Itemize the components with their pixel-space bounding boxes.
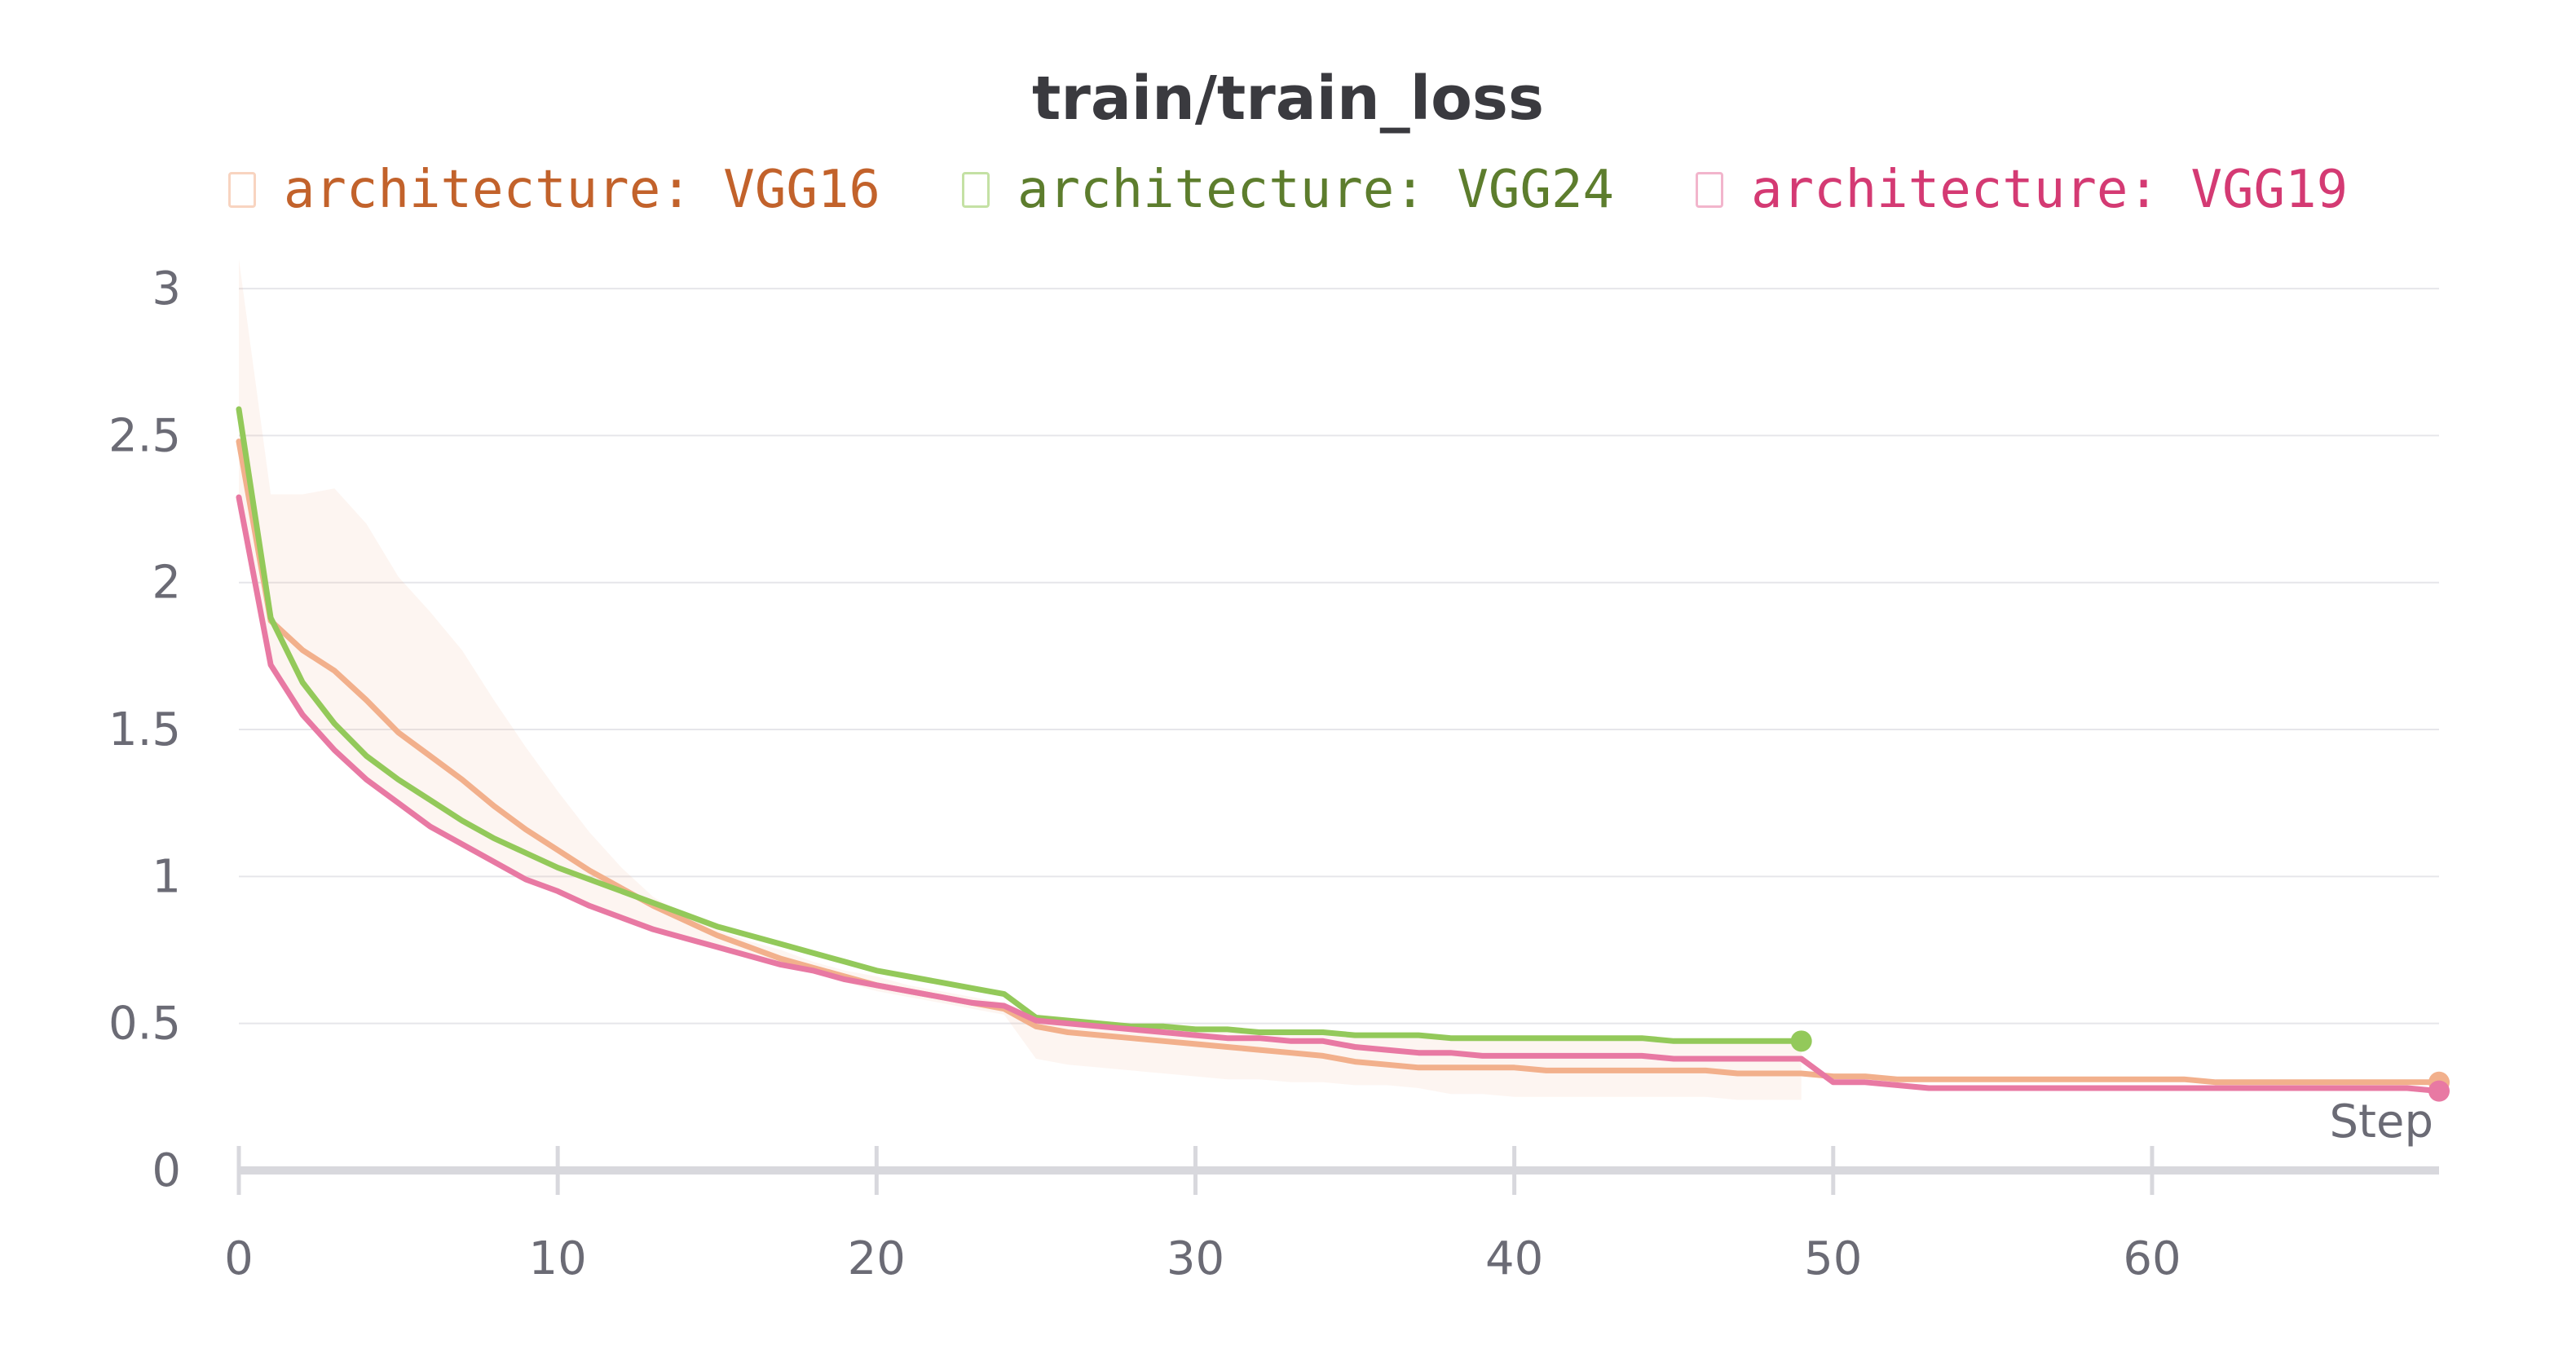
y-tick-label: 2 (152, 557, 181, 610)
legend-swatch-vgg19 (1696, 172, 1724, 208)
x-axis-label: Step (2329, 1095, 2433, 1148)
legend-label-vgg24: architecture: VGG24 (1017, 160, 1615, 220)
legend-item-vgg16[interactable]: architecture: VGG16 (227, 160, 880, 220)
vgg24-line-end-marker (1790, 1030, 1812, 1052)
vgg16-line[interactable] (236, 439, 2442, 1086)
x-tick-label: 20 (848, 1232, 906, 1285)
legend: architecture: VGG16 architecture: VGG24 … (0, 160, 2576, 220)
legend-swatch-vgg24 (961, 172, 990, 208)
x-tick-label: 10 (529, 1232, 587, 1285)
grid-lines (239, 288, 2439, 1025)
y-tick-label: 2.5 (108, 409, 181, 462)
vgg19-line-end-marker (2428, 1080, 2450, 1102)
x-tick-label: 30 (1167, 1232, 1224, 1285)
legend-item-vgg19[interactable]: architecture: VGG19 (1696, 160, 2348, 220)
legend-swatch-vgg16 (227, 172, 256, 208)
legend-label-vgg16: architecture: VGG16 (283, 160, 880, 220)
series-lines (236, 406, 2450, 1102)
vgg16-min-max-band (239, 259, 1802, 1100)
y-tick-label: 3 (152, 262, 181, 315)
y-tick-label: 0.5 (108, 998, 181, 1051)
x-tick-label: 60 (2123, 1232, 2181, 1285)
vgg19-line[interactable] (236, 494, 2442, 1095)
tick-labels: 00.511.522.530 10 20 30 40 50 60 (108, 262, 2181, 1285)
chart-title: train/train_loss (1031, 64, 1545, 134)
legend-label-vgg19: architecture: VGG19 (1751, 160, 2349, 220)
x-tick-label: 0 (224, 1232, 254, 1285)
y-tick-label: 0 (152, 1144, 181, 1197)
x-axis (236, 1146, 2439, 1195)
x-tick-label: 40 (1485, 1232, 1543, 1285)
y-tick-label: 1 (152, 850, 181, 903)
x-tick-label: 50 (1804, 1232, 1862, 1285)
legend-item-vgg24[interactable]: architecture: VGG24 (961, 160, 1615, 220)
shaded-bands (239, 259, 1802, 1100)
vgg24-line[interactable] (236, 406, 1805, 1044)
y-tick-label: 1.5 (108, 703, 181, 756)
